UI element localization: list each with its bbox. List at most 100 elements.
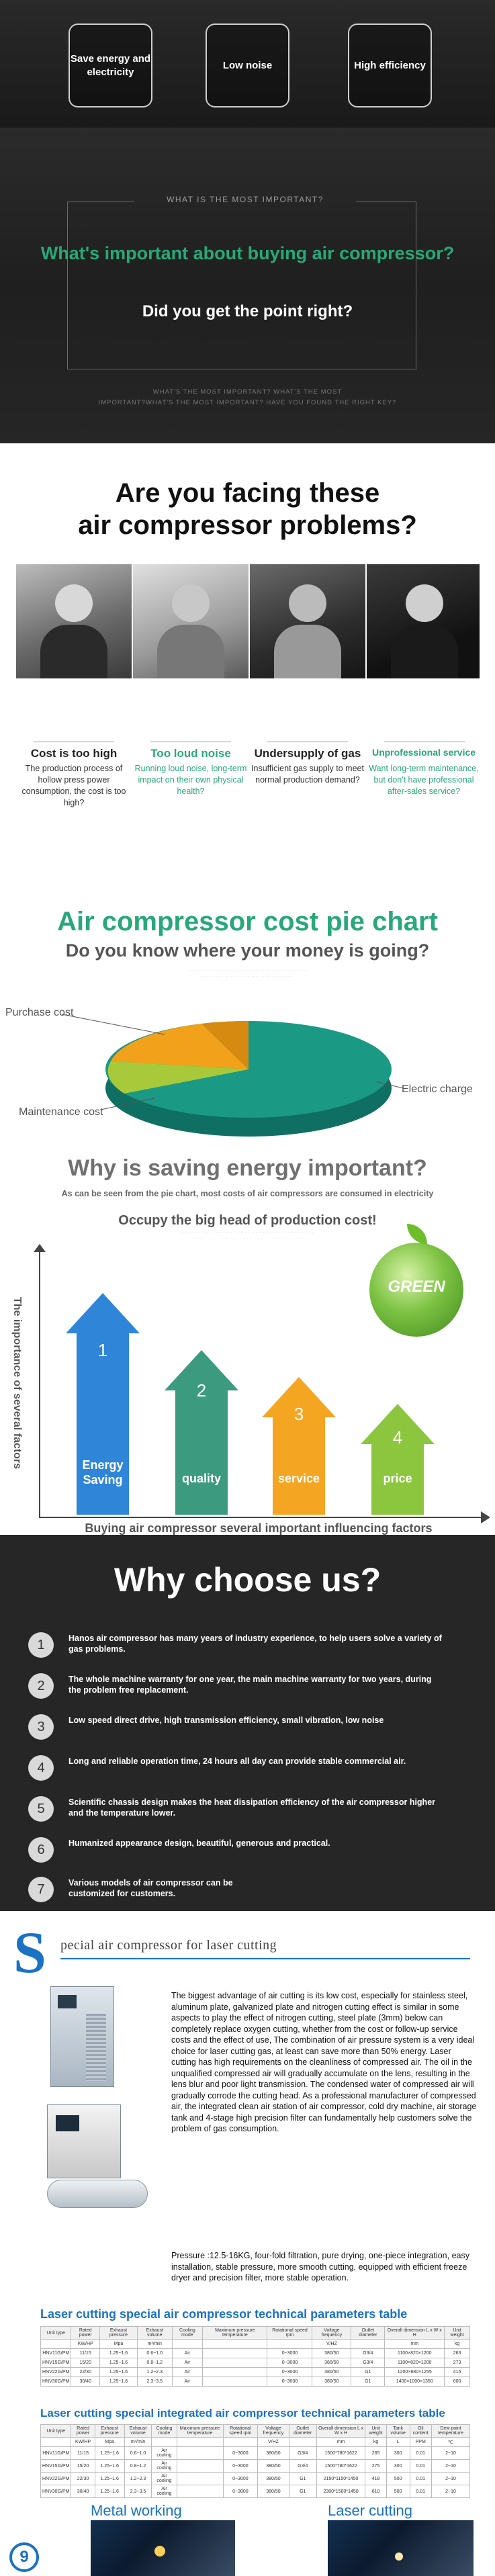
pie-slice-purchase: [111, 1024, 249, 1069]
table-cell: 1500*780*1622: [316, 2446, 366, 2460]
table-cell: 380/50: [257, 2459, 289, 2473]
table-unit-cell: mm: [316, 2437, 366, 2447]
table-cell: 0~3000: [267, 2358, 313, 2368]
x-axis-arrow: [481, 1511, 490, 1523]
table-cell: G3/4: [288, 2446, 317, 2460]
table-header-cell: Rotational speed rpm: [222, 2424, 259, 2438]
table-row: HNV22G/PM 22/30 1.25~1.6 1.2~2.3 Air cooling…: [40, 2472, 471, 2485]
table-cell: 1.25~1.6: [99, 2377, 138, 2387]
table-cell: 0.8~1.2: [136, 2358, 173, 2368]
table-header-cell: Voltage frequency: [257, 2424, 289, 2438]
table-cell: G3/4: [288, 2459, 317, 2473]
table-cell: 380/50: [312, 2377, 352, 2387]
table-unit-cell: V/HZ: [312, 2339, 352, 2349]
table-cell: [176, 2446, 224, 2460]
why-item: 1 Hanos air compressor has many years of …: [28, 1632, 471, 1662]
table-cell: 380/50: [312, 2367, 352, 2377]
spark: [154, 2546, 165, 2557]
table-cell: 1.2~2.3: [124, 2472, 152, 2485]
table-row: HNV11G/PM 11/15 1.25~1.6 0.6~1.0 Air cooling…: [40, 2446, 471, 2460]
table-row: HNV15G/PM 15/20 1.25~1.6 0.8~1.2 Air 0~3000 38…: [40, 2358, 470, 2368]
faint-text: · · · · · · · · · · · · · · · · · · · · …: [201, 975, 294, 979]
table-cell: 1.25~1.6: [99, 2367, 138, 2377]
table-header-cell: Oil content: [409, 2424, 432, 2438]
table-cell: HNV15G/PM: [40, 2358, 72, 2368]
why-text: Long and reliable operation time, 24 hou…: [69, 1757, 406, 1766]
faint-text: · · · · · · · · · · · · · · · · · · · · …: [187, 1237, 308, 1241]
problem-photo-noise: [133, 564, 249, 678]
table-cell: 0.6~1.0: [124, 2446, 152, 2460]
table-cell: HNV11G/PM: [40, 2348, 72, 2358]
table-cell: 415: [444, 2367, 470, 2377]
table-header-cell: Exhaust pressure: [99, 2326, 138, 2340]
table-cell: Air: [171, 2367, 204, 2377]
control-panel: [56, 2115, 79, 2131]
y-axis-label: The importance of several factors: [11, 1296, 23, 1470]
table-cell: 1100×820×1200: [384, 2348, 445, 2358]
table-cell: HNV30G/PM: [40, 2377, 72, 2387]
pie-section: Air compressor cost pie chart Do you kno…: [0, 907, 495, 1155]
hero-frame: [67, 202, 416, 369]
table-cell: 1500*780*1622: [316, 2459, 366, 2473]
table-cell: 0~3000: [267, 2377, 313, 2387]
table-cell: 0.01: [409, 2472, 432, 2485]
table-cell: 265: [365, 2446, 387, 2460]
table-row: HNV22G/PM 22/30 1.25~1.6 1.2~2.3 Air 0~3000 38…: [40, 2367, 470, 2377]
table-cell: [202, 2358, 268, 2368]
table-unit-cell: PPM: [409, 2437, 432, 2447]
faint-text: · · · · · · · · · · · · · · · · · · · · …: [181, 1231, 314, 1235]
table-unit-cell: mm: [384, 2339, 445, 2349]
table-cell: 380/50: [257, 2446, 289, 2460]
compressor-cabinet-image: [50, 1986, 114, 2087]
why-number: 4: [28, 1755, 54, 1781]
hero-question: What's important about buying air compre…: [40, 243, 455, 263]
params-table-2: Unit type Rated power Exhaust pressure Exha…: [40, 2424, 471, 2498]
globe-text: GREEN: [388, 1278, 445, 1296]
why-item: 6 Humanized appearance design, beautiful,…: [28, 1837, 471, 1867]
table-cell: G1: [351, 2377, 386, 2387]
table-header-cell: Unit weight: [365, 2424, 387, 2438]
arrow-number: 2: [196, 1380, 207, 1401]
problem-photo-service: [367, 564, 480, 678]
table-header-cell: Cooling mode: [171, 2326, 204, 2340]
table-cell: 1.25~1.6: [99, 2348, 138, 2358]
laser-description: The biggest advantage of air cutting is …: [171, 1991, 477, 2133]
why-title: Why choose us?: [114, 1561, 381, 1599]
photo-label-laser: Laser cutting: [328, 2502, 412, 2519]
x-axis: [39, 1517, 482, 1518]
green-globe-icon: GREEN: [369, 1224, 463, 1337]
table-cell: 11/15: [71, 2446, 95, 2460]
hero-banner: Save energy and electricity Low noise Hi…: [0, 0, 495, 128]
why-item: 4 Long and reliable operation time, 24 ho…: [28, 1755, 471, 1785]
y-axis: [39, 1249, 40, 1518]
table-cell: 0~3000: [222, 2472, 259, 2485]
table-unit-cell: [288, 2437, 317, 2447]
table-header-cell: Exhaust pressure: [94, 2424, 125, 2438]
table-cell: 2300*1500*1450: [316, 2485, 366, 2498]
table-unit-cell: KW/HP: [71, 2339, 100, 2349]
x-axis-label: Buying air compressor several important …: [85, 1521, 433, 1535]
why-number: 2: [28, 1673, 54, 1699]
table-cell: Air cooling: [151, 2459, 177, 2473]
pie-leader: [100, 1098, 155, 1110]
table-header-cell: Overall dimension L x W x H: [384, 2326, 445, 2340]
table-cell: [176, 2459, 224, 2473]
table-cell: 22/30: [71, 2472, 95, 2485]
table-cell: Air: [171, 2377, 204, 2387]
table-cell: 1.25~1.6: [94, 2446, 125, 2460]
table-cell: [176, 2472, 224, 2485]
why-number: 3: [28, 1714, 54, 1740]
table-unit-cell: [40, 2437, 72, 2447]
table-cell: 300: [386, 2459, 410, 2473]
table-cell: 30/40: [71, 2377, 100, 2387]
saving-subtitle-2: Occupy the big head of production cost!: [118, 1213, 377, 1228]
table-header-cell: Voltage frequency: [312, 2326, 352, 2340]
table-cell: Air cooling: [151, 2446, 177, 2460]
arrow-label: service: [277, 1472, 320, 1485]
feature-high-efficiency: High efficiency: [348, 24, 432, 107]
problem-title-service: Unprofessional service: [371, 747, 476, 758]
table-cell: 1200×880×1255: [384, 2367, 445, 2377]
table-header-cell: Outlet diameter: [288, 2424, 317, 2438]
why-text: Humanized appearance design, beautiful, …: [69, 1838, 330, 1848]
faint-text: · · · · · · · · · · · · · · · · · · · · …: [186, 969, 309, 973]
